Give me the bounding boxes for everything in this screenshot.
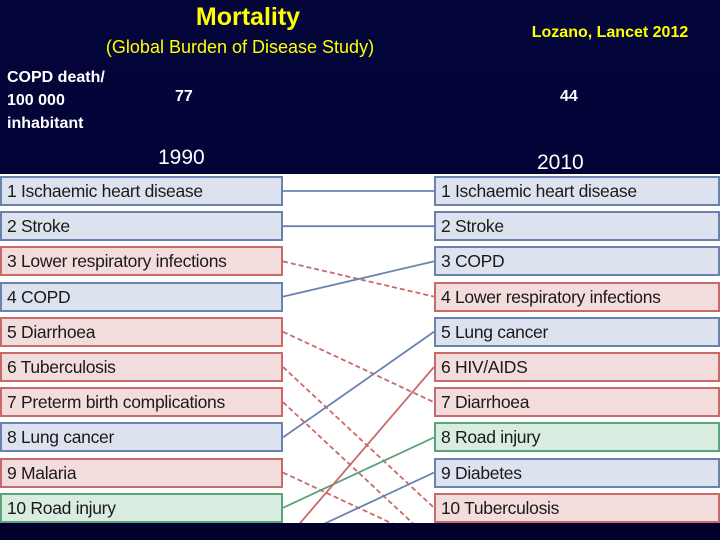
ranking-1990-item: 1 Ischaemic heart disease <box>0 176 283 206</box>
metric-label: COPD death/ 100 000 inhabitant <box>7 66 105 135</box>
ranking-2010-item: 9 Diabetes <box>434 457 720 488</box>
metric-label-line: COPD death/ <box>7 69 105 86</box>
ranking-1990-item: 10 Road injury <box>0 492 283 523</box>
metric-label-line: 100 000 <box>7 92 65 109</box>
connection-line <box>282 436 435 509</box>
connection-line <box>282 331 435 439</box>
ranking-2010-item: 10 Tuberculosis <box>434 492 720 523</box>
connection-line <box>282 330 435 404</box>
ranking-1990-item: 6 Tuberculosis <box>0 352 283 382</box>
ranking-1990-item: 3 Lower respiratory infections <box>0 246 283 277</box>
ranking-1990-item: 4 COPD <box>0 281 283 312</box>
slide-subtitle: (Global Burden of Disease Study) <box>105 37 375 57</box>
ranking-1990-item: 2 Stroke <box>0 211 283 242</box>
ranking-2010-item: 1 Ischaemic heart disease <box>434 176 720 206</box>
ranking-2010-item: 7 Diarrhoea <box>434 387 720 418</box>
citation-reference: Lozano, Lancet 2012 <box>531 24 689 41</box>
ranking-2010-item: 4 Lower respiratory infections <box>434 281 720 312</box>
ranking-2010-item: 8 Road injury <box>434 422 720 453</box>
ranking-2010-item: 3 COPD <box>434 246 720 277</box>
connection-lines <box>282 190 435 523</box>
metric-label-line: inhabitant <box>7 115 84 132</box>
connection-line <box>298 366 435 523</box>
year-label-1990: 1990 <box>158 146 205 169</box>
connection-line <box>282 260 435 298</box>
ranking-1990-item: 7 Preterm birth complications <box>0 387 283 418</box>
connection-line <box>323 471 435 523</box>
ranking-2010-item: 5 Lung cancer <box>434 316 720 347</box>
metric-value-1990: 77 <box>175 88 193 105</box>
connection-line <box>282 366 435 509</box>
connection-line <box>282 260 435 298</box>
ranking-2010-item: 6 HIV/AIDS <box>434 352 720 382</box>
ranking-1990-item: 8 Lung cancer <box>0 422 283 453</box>
ranking-1990-item: 5 Diarrhoea <box>0 316 283 347</box>
metric-value-2010: 44 <box>560 88 578 105</box>
bottom-strip <box>0 523 720 540</box>
ranking-2010-item: 2 Stroke <box>434 211 720 242</box>
ranking-1990-item: 9 Malaria <box>0 457 283 488</box>
connection-line <box>282 401 414 523</box>
year-label-2010: 2010 <box>537 151 584 174</box>
slide-title: Mortality <box>195 3 301 31</box>
